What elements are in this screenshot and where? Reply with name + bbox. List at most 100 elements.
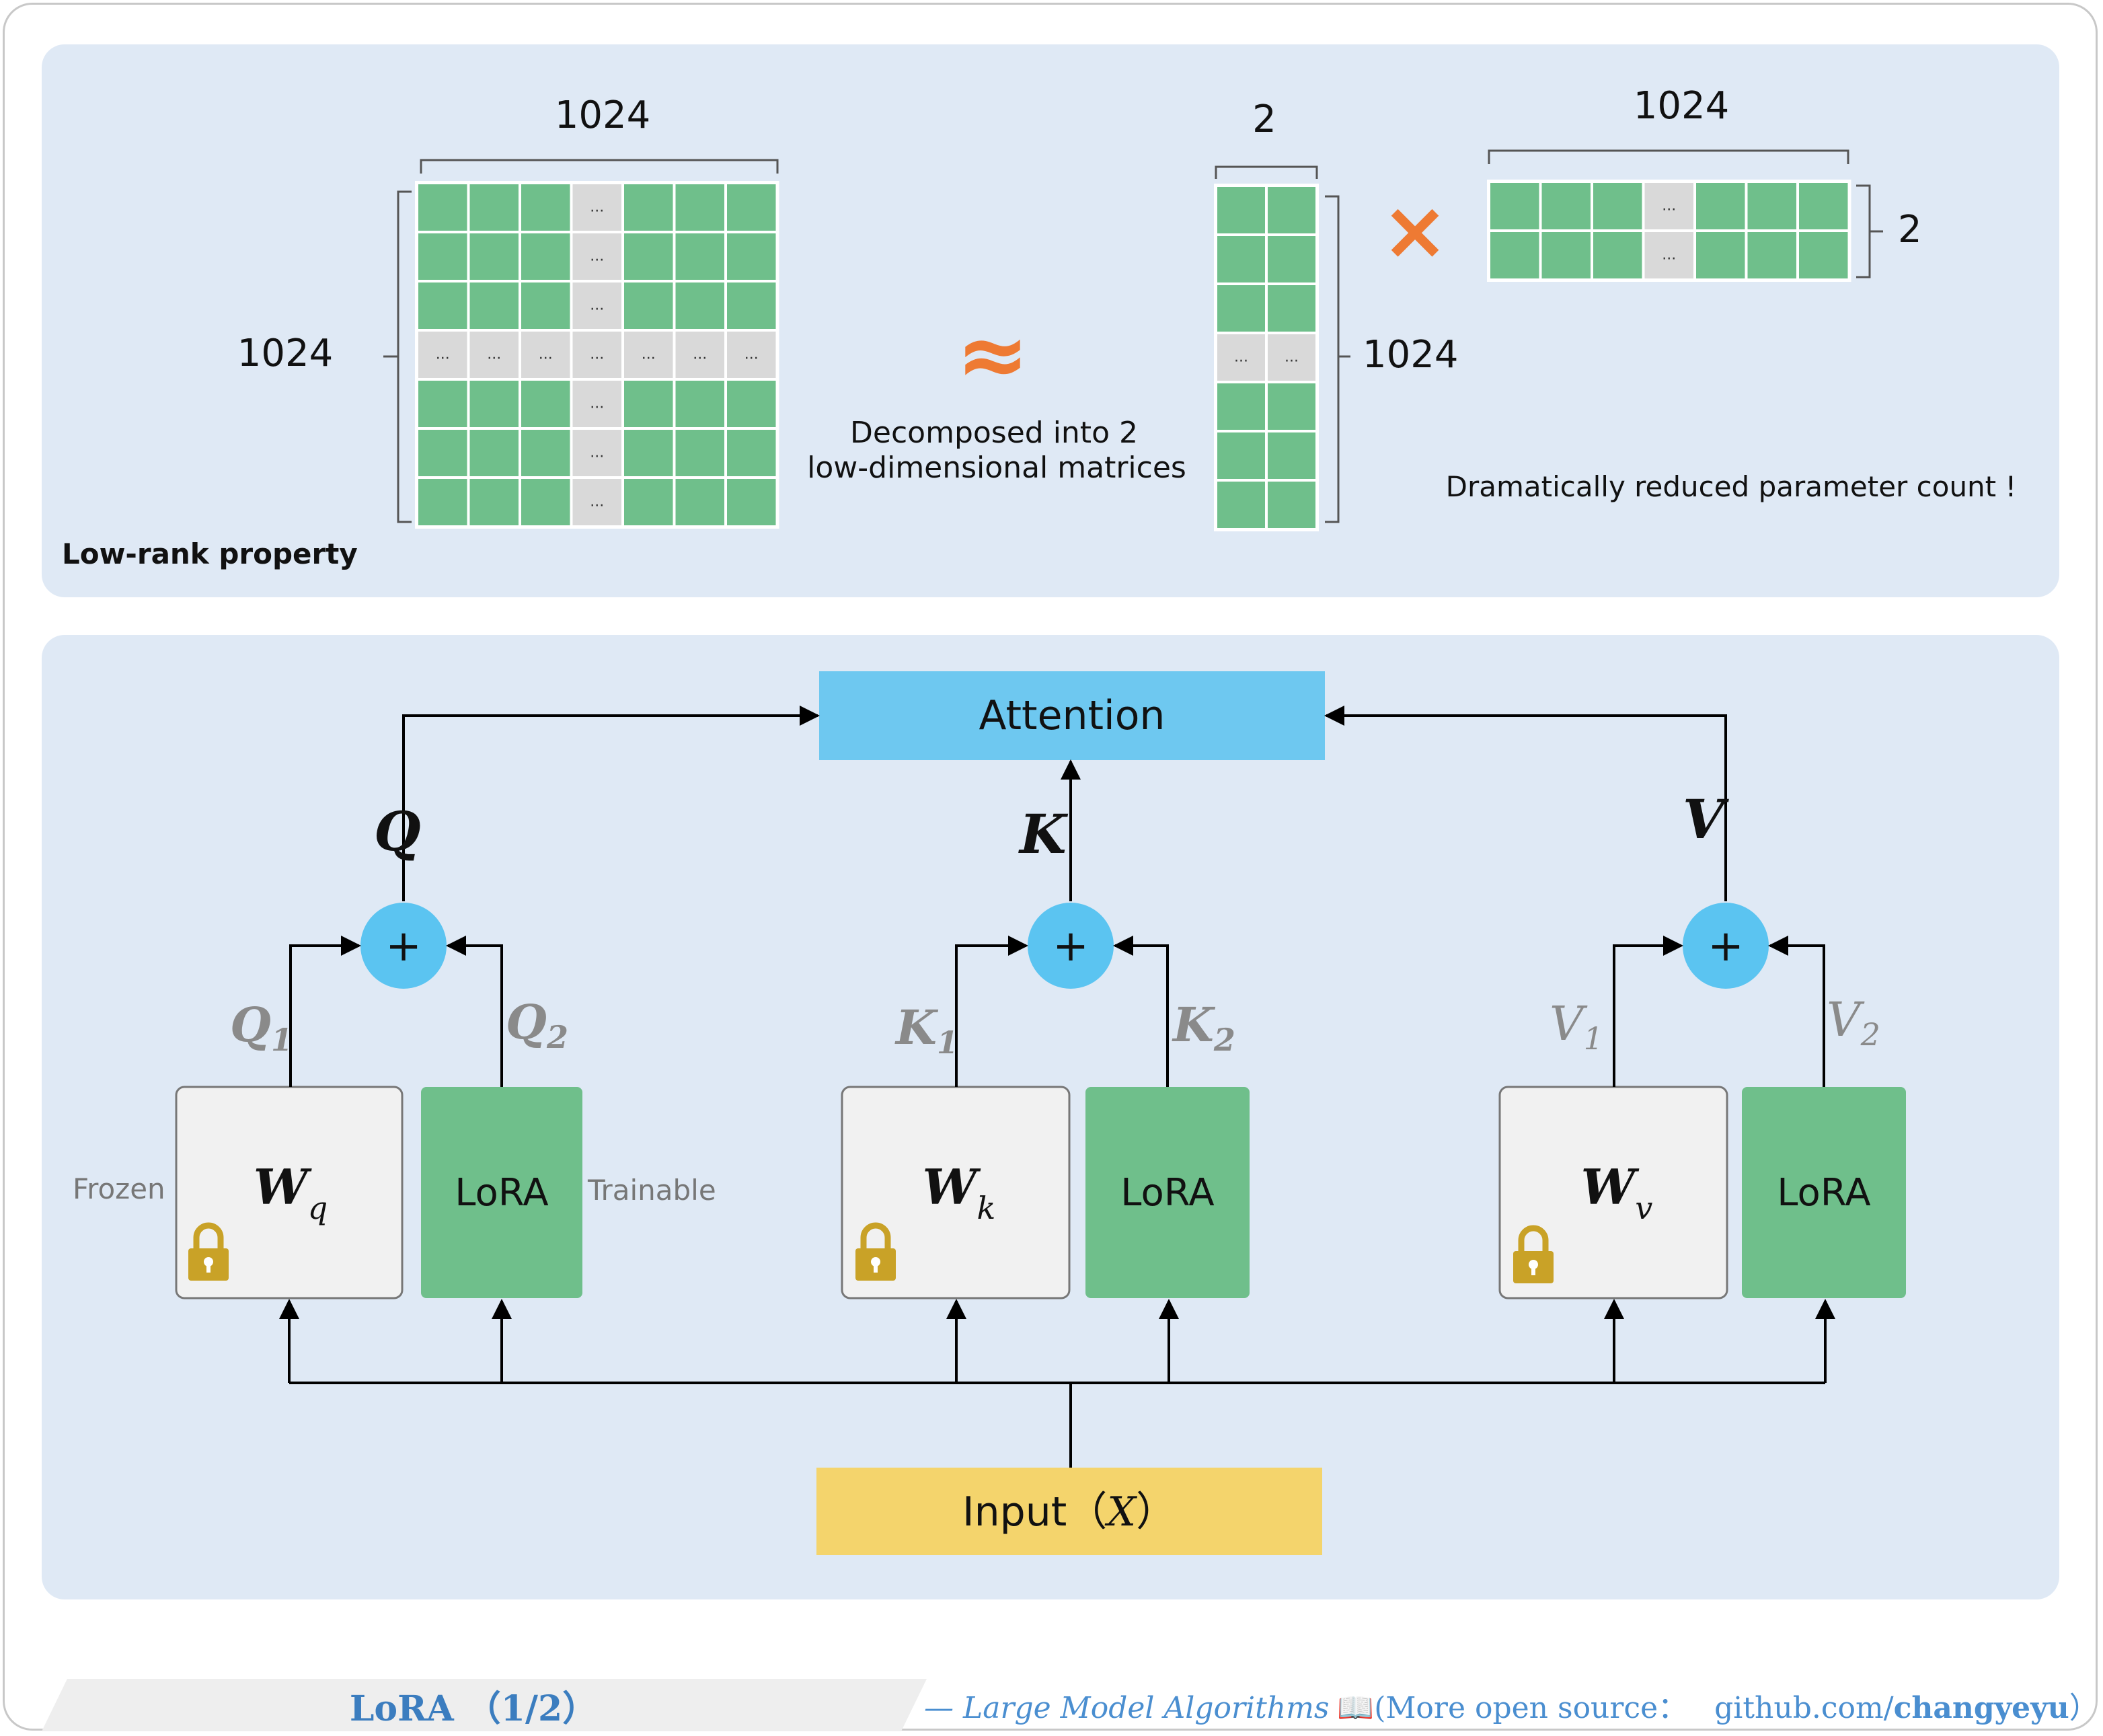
big-matrix-cell (469, 332, 519, 378)
matrix-a-cell (1268, 285, 1315, 332)
wk-label: Wk (923, 1158, 996, 1226)
big-matrix-cell (521, 430, 570, 476)
footer-series: — Large Model Algorithms (924, 1691, 1329, 1725)
big-matrix-cell (727, 381, 776, 427)
v-output-label: V (1683, 788, 1729, 851)
big-matrix-cell (727, 184, 776, 231)
matrix-b-top-bracket (1488, 149, 1849, 164)
big-matrix-ellipsis: ... (590, 445, 604, 461)
matrix-b-cell (1593, 232, 1642, 278)
k-output-label: K (1018, 802, 1069, 866)
big-matrix-ellipsis: ... (487, 346, 501, 363)
big-matrix-cell (572, 381, 621, 427)
big-matrix-cell (675, 282, 724, 329)
big-matrix-cell (469, 184, 519, 231)
big-matrix-ellipsis: ... (693, 346, 707, 363)
big-matrix-cell (521, 479, 570, 525)
trainable-label: Trainable (587, 1174, 716, 1207)
big-matrix-cell (572, 430, 621, 476)
big-matrix-cell (675, 184, 724, 231)
matrix-a-cell (1268, 187, 1315, 233)
footer-title: LoRA （1/2） (350, 1688, 597, 1729)
matrix-b: ...... (1487, 180, 1851, 282)
lock-icon (1513, 1225, 1554, 1283)
matrix-b-cell (1490, 183, 1539, 229)
big-matrix-cell (469, 282, 519, 329)
v2-label: V2 (1827, 992, 1880, 1053)
big-matrix-ellipsis: ... (539, 346, 553, 363)
matrix-a-cell (1268, 432, 1315, 479)
big-matrix-cell (418, 479, 467, 525)
big-matrix-cell (675, 430, 724, 476)
big-matrix-cell (521, 381, 570, 427)
top-panel (42, 44, 2059, 597)
matrix-a-cell (1217, 236, 1265, 282)
big-matrix-cell (727, 479, 776, 525)
footer-url-prefix[interactable]: github.com/ (1714, 1691, 1894, 1725)
matrix-a-cell (1217, 334, 1265, 381)
low-rank-label: Low-rank property (62, 537, 358, 570)
big-matrix-rows-label: 1024 (237, 332, 334, 375)
matrix-a-cell (1268, 383, 1315, 430)
big-matrix-cell (624, 282, 673, 329)
big-matrix-cell (727, 282, 776, 329)
matrix-a-cell (1268, 236, 1315, 282)
big-matrix-ellipsis: ... (590, 346, 604, 363)
big-matrix-cell (624, 381, 673, 427)
matrix-a-cell (1268, 334, 1315, 381)
big-matrix-cell (572, 282, 621, 329)
matrix-b-cell (1799, 183, 1848, 229)
big-matrix-cell (521, 184, 570, 231)
big-matrix-cell (727, 233, 776, 280)
big-matrix-cell (418, 430, 467, 476)
attention-box (819, 671, 1325, 760)
big-matrix-cell (624, 430, 673, 476)
input-text: Input（ (962, 1488, 1107, 1536)
lock-icon (855, 1222, 896, 1281)
big-matrix-cell (469, 479, 519, 525)
matrix-a: ...... (1214, 184, 1319, 531)
big-matrix-ellipsis: ... (590, 297, 604, 314)
input-label: Input（X） (962, 1488, 1176, 1536)
plus-node-v (1683, 903, 1769, 989)
matrix-a-rows-label: 1024 (1363, 333, 1459, 377)
footer-close: ） (2069, 1691, 2099, 1725)
attention-connector (402, 706, 1727, 901)
big-matrix-cell (469, 381, 519, 427)
v1-label: V1 (1550, 996, 1603, 1057)
matrix-b-cols-label: 1024 (1634, 84, 1730, 128)
matrix-a-cell (1217, 187, 1265, 233)
footer-more: (More open source： (1374, 1691, 1687, 1725)
matrix-b-cell (1593, 183, 1642, 229)
big-matrix-cell (521, 332, 570, 378)
reduced-note: Dramatically reduced parameter count ! (1446, 470, 2017, 503)
matrix-a-cols-label: 2 (1252, 98, 1276, 141)
frozen-label: Frozen (73, 1172, 165, 1205)
wq-label: Wq (254, 1158, 328, 1226)
matrix-b-ellipsis: ... (1662, 247, 1676, 264)
big-matrix-cell (624, 233, 673, 280)
plus-symbol-v: + (1708, 921, 1744, 971)
big-matrix-cell (418, 282, 467, 329)
book-icon: 📖 (1337, 1691, 1374, 1725)
matrix-b-cell (1696, 183, 1745, 229)
big-matrix-cell (727, 332, 776, 378)
branch-k: Wk LoRA + K K1 K2 (841, 802, 1250, 1299)
matrix-b-cell (1644, 183, 1693, 229)
footer-url-user[interactable]: changyeyu (1894, 1691, 2069, 1725)
matrix-b-cell (1644, 232, 1693, 278)
big-matrix-cell (624, 184, 673, 231)
decompose-text-line1: Decomposed into 2 (850, 416, 1138, 450)
big-matrix-cell (727, 430, 776, 476)
matrix-a-cell (1217, 482, 1265, 528)
big-matrix-cell (469, 233, 519, 280)
footer-title-band (42, 1679, 927, 1731)
lora-label-v: LoRA (1777, 1171, 1870, 1215)
big-matrix-cell (572, 479, 621, 525)
q1-label: Q1 (230, 997, 293, 1058)
big-matrix-cell (675, 381, 724, 427)
page-frame (3, 3, 2098, 1731)
big-matrix-cell (418, 184, 467, 231)
matrix-b-cell (1541, 183, 1591, 229)
